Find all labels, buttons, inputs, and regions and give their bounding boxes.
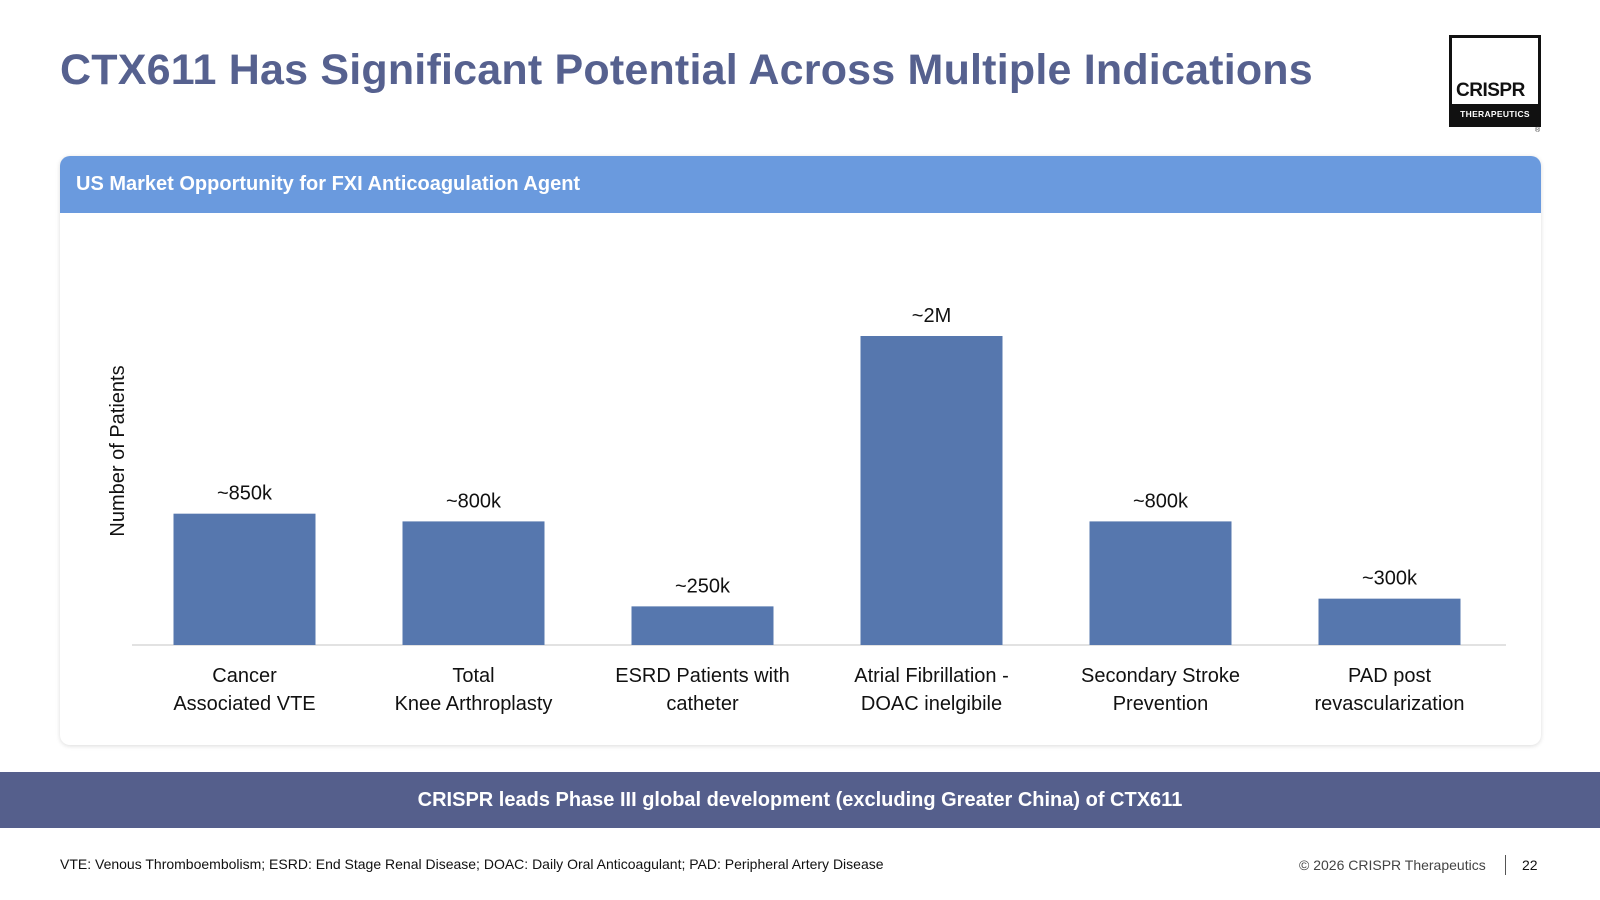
data-label: ~250k: [675, 575, 731, 597]
logo-wordmark: CRISPR: [1456, 80, 1525, 101]
category-label: Cancer: [212, 665, 277, 687]
category-label: Associated VTE: [173, 693, 315, 715]
copyright-text: © 2026 CRISPR Therapeutics: [1299, 857, 1486, 873]
category-label: ESRD Patients with: [615, 665, 790, 687]
bar: [402, 521, 545, 645]
data-label: ~2M: [912, 305, 951, 327]
crispr-logo: CRISPR THERAPEUTICS: [1449, 35, 1541, 127]
category-label: Atrial Fibrillation -: [854, 665, 1008, 687]
category-label: Prevention: [1113, 693, 1209, 715]
category-label: Secondary Stroke: [1081, 665, 1240, 687]
category-label: revascularization: [1314, 693, 1464, 715]
page-title: CTX611 Has Significant Potential Across …: [60, 46, 1313, 94]
bar: [1318, 598, 1461, 645]
bar: [173, 513, 316, 645]
bar-chart: Number of Patients ~850k Cancer Associated …: [107, 305, 1506, 715]
logo-subtitle: THERAPEUTICS: [1452, 104, 1538, 124]
logo-registered-mark: ®: [1535, 127, 1541, 134]
data-label: ~850k: [217, 483, 273, 505]
category-label: Knee Arthroplasty: [395, 693, 553, 715]
category-label: Total: [452, 665, 494, 687]
category-label: PAD post: [1348, 665, 1431, 687]
data-label: ~800k: [1133, 490, 1189, 512]
abbreviations-footnote: VTE: Venous Thromboembolism; ESRD: End S…: [60, 856, 884, 872]
page-number: 22: [1522, 857, 1538, 873]
footer-divider: [1505, 855, 1506, 875]
bar: [631, 606, 774, 645]
key-message-banner: CRISPR leads Phase III global developmen…: [0, 772, 1600, 828]
data-label: ~300k: [1362, 568, 1418, 590]
category-label: catheter: [666, 693, 739, 715]
bar: [860, 336, 1003, 645]
data-label: ~800k: [446, 490, 502, 512]
bar: [1089, 521, 1232, 645]
panel-header: US Market Opportunity for FXI Anticoagul…: [60, 156, 1541, 213]
y-axis-label: Number of Patients: [107, 365, 129, 536]
chart-panel: US Market Opportunity for FXI Anticoagul…: [60, 156, 1541, 745]
category-label: DOAC inelgibile: [861, 693, 1002, 715]
